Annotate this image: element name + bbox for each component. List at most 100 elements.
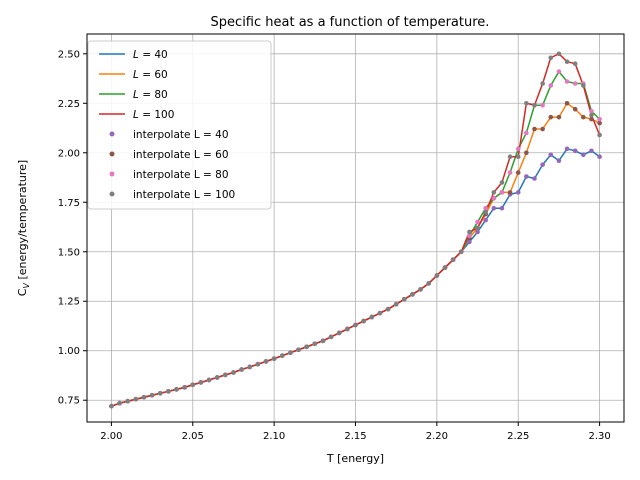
data-point	[548, 55, 554, 61]
data-point	[288, 350, 293, 356]
data-point	[564, 59, 570, 65]
data-point	[556, 69, 562, 74]
data-point	[491, 190, 497, 195]
legend-label: L = 80	[133, 89, 168, 101]
data-point	[491, 205, 497, 211]
data-point	[475, 219, 480, 225]
data-point	[304, 344, 309, 350]
data-point	[133, 396, 139, 402]
legend-box	[87, 40, 272, 210]
data-point	[442, 265, 448, 270]
x-tick-label: 2.00	[100, 431, 122, 442]
data-point	[556, 158, 562, 163]
data-point	[515, 190, 521, 195]
data-point	[475, 225, 480, 231]
data-point	[418, 287, 423, 292]
data-point	[125, 398, 130, 404]
data-point	[540, 81, 545, 86]
data-point	[475, 229, 480, 235]
data-point	[458, 249, 464, 255]
data-point	[483, 217, 488, 223]
data-point	[532, 102, 537, 108]
data-point	[483, 205, 488, 211]
data-point	[353, 322, 358, 328]
data-point	[548, 114, 554, 120]
data-point	[149, 392, 155, 398]
data-point	[320, 338, 326, 344]
data-point	[499, 205, 505, 211]
data-point	[581, 152, 586, 158]
data-point	[597, 120, 602, 126]
data-point	[507, 170, 513, 175]
data-point	[597, 116, 602, 122]
data-point	[524, 150, 529, 156]
data-point	[450, 257, 456, 262]
data-point	[336, 330, 342, 336]
data-point	[467, 229, 472, 235]
x-tick-label: 2.10	[263, 431, 285, 442]
data-point	[467, 239, 472, 245]
y-tick-label: 1.25	[58, 297, 80, 308]
data-point	[540, 162, 545, 167]
data-point	[206, 377, 212, 383]
data-point	[483, 209, 488, 215]
legend-label: interpolate L = 80	[133, 169, 229, 181]
data-point	[564, 146, 570, 152]
data-point	[589, 116, 594, 122]
data-point	[402, 296, 407, 302]
x-axis: 2.00 2.05 2.10 2.15 2.20 2.25 2.30	[100, 422, 611, 442]
data-point	[214, 375, 220, 380]
data-point	[198, 380, 204, 385]
legend-marker	[109, 171, 115, 177]
data-point	[507, 190, 513, 195]
data-point	[190, 382, 196, 388]
data-point	[312, 341, 318, 347]
data-point	[279, 353, 285, 358]
data-point	[556, 51, 562, 57]
data-point	[345, 326, 350, 332]
data-point	[515, 170, 521, 175]
data-point	[589, 148, 594, 154]
data-point	[524, 174, 529, 179]
data-point	[263, 359, 269, 364]
data-point	[581, 114, 586, 120]
data-point	[296, 347, 301, 353]
y-tick-label: 0.75	[58, 396, 80, 407]
legend-label: L = 40	[133, 49, 168, 61]
y-tick-label: 2.25	[58, 99, 80, 110]
data-point	[377, 310, 383, 316]
data-point	[157, 391, 163, 396]
data-point	[467, 233, 472, 239]
data-point	[491, 196, 497, 201]
data-point	[564, 79, 570, 84]
legend-label: L = 100	[133, 109, 174, 121]
x-tick-label: 2.05	[182, 431, 204, 442]
x-tick-label: 2.30	[588, 431, 610, 442]
legend-marker	[109, 151, 115, 157]
data-point	[581, 83, 586, 88]
x-tick-label: 2.25	[507, 431, 529, 442]
y-axis-label: CV [energy/temperature]	[16, 160, 31, 296]
data-point	[540, 126, 545, 132]
data-point	[556, 114, 562, 120]
data-point	[393, 301, 399, 307]
data-point	[507, 154, 513, 160]
y-tick-label: 2.50	[58, 49, 80, 60]
data-point	[524, 100, 529, 106]
data-point	[141, 394, 147, 400]
legend-marker	[109, 191, 115, 197]
data-point	[597, 132, 602, 138]
chart-title: Specific heat as a function of temperatu…	[211, 15, 490, 30]
data-point	[271, 356, 277, 361]
data-point	[109, 403, 114, 409]
x-tick-label: 2.20	[426, 431, 448, 442]
legend-label: L = 60	[133, 69, 168, 81]
data-point	[369, 314, 375, 320]
data-point	[572, 148, 578, 154]
legend-label: interpolate L = 40	[133, 129, 229, 141]
data-point	[572, 106, 578, 112]
data-point	[385, 306, 391, 312]
data-point	[589, 112, 594, 118]
y-axis: 0.75 1.00 1.25 1.50 1.75 2.00 2.25 2.50	[58, 49, 87, 407]
data-point	[572, 81, 578, 86]
